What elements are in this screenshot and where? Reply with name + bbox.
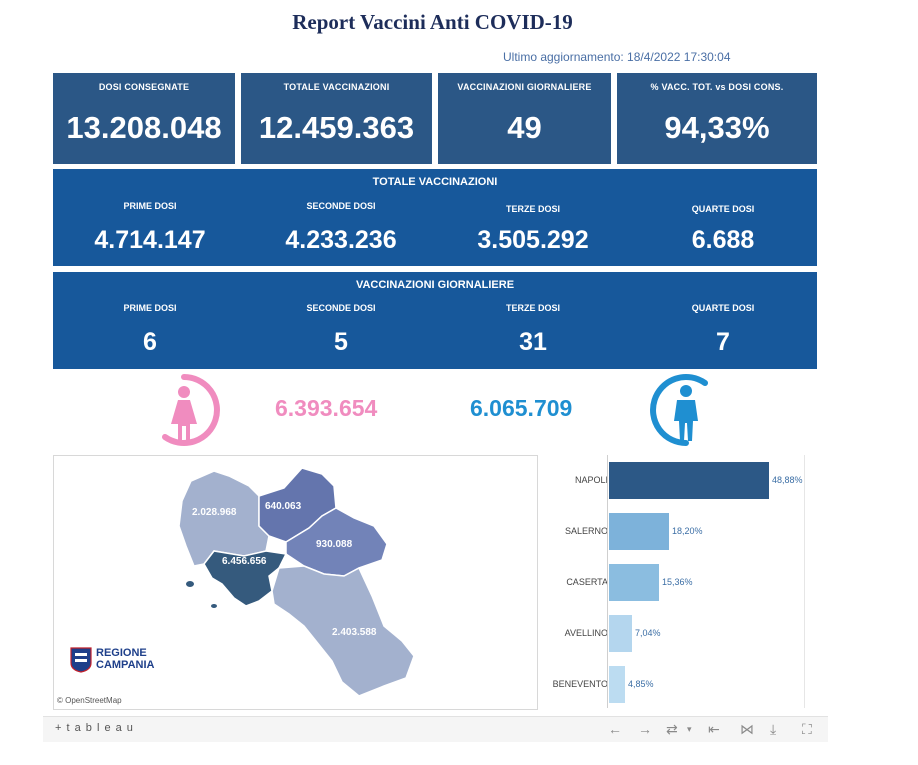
kpi-label: % VACC. TOT. vs DOSI CONS. xyxy=(650,82,784,92)
download-icon[interactable]: ⤓ xyxy=(770,721,777,737)
last-updated: Ultimo aggiornamento: 18/4/2022 17:30:04 xyxy=(503,50,731,64)
fullscreen-icon[interactable]: ⛶ xyxy=(802,721,812,737)
bar-avellino[interactable] xyxy=(609,615,632,652)
female-icon xyxy=(162,374,220,446)
cell-value: 6 xyxy=(143,328,157,356)
kpi-value: 12.459.363 xyxy=(258,110,415,145)
cell-value: 4.233.236 xyxy=(285,226,397,254)
campania-map[interactable]: 2.028.968 640.063 930.088 6.456.656 2.40… xyxy=(53,455,538,710)
cell-value: 5 xyxy=(334,328,348,356)
kpi-dosi-consegnate: DOSI CONSEGNATE 13.208.048 xyxy=(53,73,235,164)
kpi-value: 13.208.048 xyxy=(66,110,222,145)
kpi-value: 94,33% xyxy=(664,110,770,145)
map-value-caserta: 2.028.968 xyxy=(192,507,237,518)
bar-grid-line xyxy=(804,455,805,708)
kpi-vaccinazioni-giornaliere: VACCINAZIONI GIORNALIERE 49 xyxy=(438,73,611,164)
vaccinazioni-giornaliere-panel: VACCINAZIONI GIORNALIERE PRIME DOSI 6 SE… xyxy=(53,272,817,369)
male-icon xyxy=(650,374,708,446)
province-napoli xyxy=(203,550,288,607)
female-total: 6.393.654 xyxy=(275,395,378,421)
bar-axis-line xyxy=(607,455,608,708)
bar-napoli[interactable] xyxy=(609,462,769,499)
cell-label: SECONDE DOSI xyxy=(306,303,376,313)
giornaliere-quarte-dosi: QUARTE DOSI 7 xyxy=(643,303,803,357)
kpi-label: DOSI CONSEGNATE xyxy=(98,82,190,92)
regione-campania-text: REGIONE CAMPANIA xyxy=(96,647,155,671)
bar-label-avellino: AVELLINO xyxy=(564,628,608,638)
campania-map-svg xyxy=(178,467,415,697)
kpi-label: VACCINAZIONI GIORNALIERE xyxy=(457,82,592,92)
reset-icon[interactable]: ⇤ xyxy=(708,721,720,737)
panel-title: VACCINAZIONI GIORNALIERE xyxy=(355,279,515,291)
bar-salerno[interactable] xyxy=(609,513,669,550)
cell-value: 31 xyxy=(519,328,547,356)
map-value-avellino: 930.088 xyxy=(316,539,353,550)
bar-value-benevento: 4,85% xyxy=(628,679,654,689)
island-capri xyxy=(211,604,217,608)
totale-terze-dosi: TERZE DOSI 3.505.292 xyxy=(453,204,613,255)
giornaliere-seconde-dosi: SECONDE DOSI 5 xyxy=(261,303,421,357)
undo-icon[interactable]: ← xyxy=(608,721,622,737)
island-ischia xyxy=(186,581,194,587)
cell-label: QUARTE DOSI xyxy=(691,303,755,313)
panel-title: TOTALE VACCINAZIONI xyxy=(372,176,498,188)
bar-value-avellino: 7,04% xyxy=(635,628,661,638)
map-value-napoli: 6.456.656 xyxy=(222,556,267,567)
cell-value: 6.688 xyxy=(691,226,755,254)
tableau-toolbar: + t a b l e a u ← → ⇄ ▾ ⇤ ⋈ ⤓ ⛶ xyxy=(43,716,828,742)
map-value-benevento: 640.063 xyxy=(265,501,302,512)
revert-icon[interactable]: ⇄ xyxy=(666,721,678,737)
tableau-logo[interactable]: + t a b l e a u xyxy=(55,722,134,734)
bar-label-napoli: NAPOLI xyxy=(574,475,608,485)
cell-label: PRIME DOSI xyxy=(123,201,177,211)
bar-value-caserta: 15,36% xyxy=(662,577,693,587)
cell-value: 3.505.292 xyxy=(477,226,589,254)
bar-caserta[interactable] xyxy=(609,564,659,601)
bar-benevento[interactable] xyxy=(609,666,625,703)
totale-seconde-dosi: SECONDE DOSI 4.233.236 xyxy=(261,201,421,255)
cell-label: QUARTE DOSI xyxy=(691,204,755,214)
cell-label: TERZE DOSI xyxy=(505,303,560,313)
province-salerno xyxy=(271,565,415,697)
bar-label-benevento: BENEVENTO xyxy=(552,679,608,689)
kpi-value: 49 xyxy=(507,110,542,145)
map-value-salerno: 2.403.588 xyxy=(332,627,377,638)
totale-vaccinazioni-panel: TOTALE VACCINAZIONI PRIME DOSI 4.714.147… xyxy=(53,169,817,266)
province-bar-chart: NAPOLI 48,88% SALERNO 18,20% CASERTA 15,36% AV… xyxy=(545,455,820,708)
revert-dropdown-icon[interactable]: ▾ xyxy=(687,724,692,734)
kpi-totale-vaccinazioni: TOTALE VACCINAZIONI 12.459.363 xyxy=(241,73,432,164)
kpi-label: TOTALE VACCINAZIONI xyxy=(283,82,390,92)
cell-value: 4.714.147 xyxy=(94,226,206,254)
cell-value: 7 xyxy=(716,328,730,356)
bar-label-salerno: SALERNO xyxy=(564,526,608,536)
campania-shield-icon xyxy=(70,647,92,673)
openstreetmap-attribution[interactable]: © OpenStreetMap xyxy=(57,696,122,705)
redo-icon[interactable]: → xyxy=(638,721,652,737)
report-title: Report Vaccini Anti COVID-19 xyxy=(292,10,573,34)
cell-label: TERZE DOSI xyxy=(505,204,560,214)
totale-prime-dosi: PRIME DOSI 4.714.147 xyxy=(70,201,230,255)
cell-label: PRIME DOSI xyxy=(123,303,177,313)
cell-label: SECONDE DOSI xyxy=(306,201,376,211)
giornaliere-prime-dosi: PRIME DOSI 6 xyxy=(70,303,230,357)
totale-quarte-dosi: QUARTE DOSI 6.688 xyxy=(643,204,803,255)
male-total: 6.065.709 xyxy=(470,395,573,421)
giornaliere-terze-dosi: TERZE DOSI 31 xyxy=(453,303,613,357)
bar-value-salerno: 18,20% xyxy=(672,526,703,536)
bar-value-napoli: 48,88% xyxy=(772,475,803,485)
bar-label-caserta: CASERTA xyxy=(566,577,608,587)
regione-campania-logo xyxy=(70,647,92,678)
province-caserta xyxy=(178,470,270,567)
share-icon[interactable]: ⋈ xyxy=(740,721,754,737)
kpi-percent-vacc: % VACC. TOT. vs DOSI CONS. 94,33% xyxy=(617,73,817,164)
